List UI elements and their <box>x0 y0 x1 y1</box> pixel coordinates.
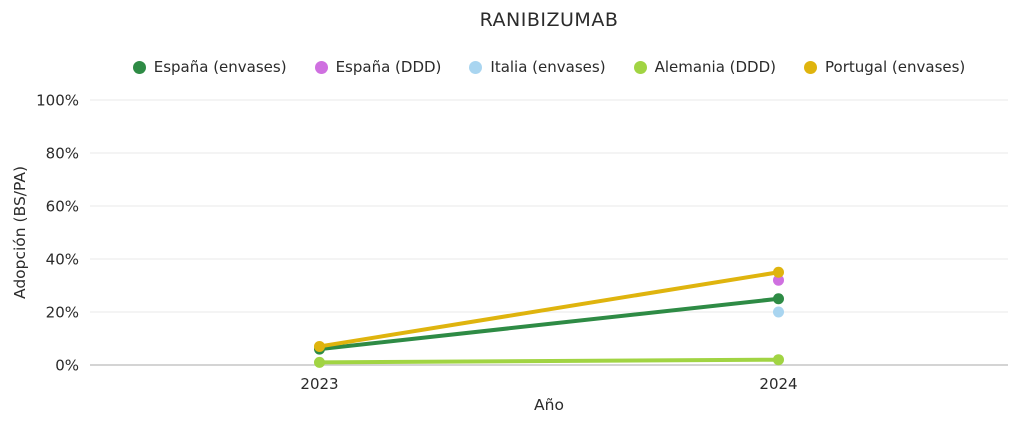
legend-item-italia-envases[interactable]: Italia (envases) <box>469 58 606 76</box>
series-portugal-envases <box>314 266 784 352</box>
data-point <box>773 293 784 305</box>
y-tick-label: 0% <box>55 357 79 375</box>
legend-item-portugal-envases[interactable]: Portugal (envases) <box>804 58 965 76</box>
legend-label: Portugal (envases) <box>825 58 966 76</box>
series-italia-envases <box>773 306 784 318</box>
y-axis-title: Adopción (BS/PA) <box>11 166 29 299</box>
y-tick-label: 80% <box>46 145 79 163</box>
y-axis-ticks: 0% 20% 40% 60% 80% 100% <box>36 92 79 375</box>
x-tick-label: 2024 <box>759 375 797 393</box>
legend-item-espana-envases[interactable]: España (envases) <box>132 58 287 76</box>
chart-title: RANIBIZUMAB <box>479 9 619 31</box>
x-axis-ticks: 2023 2024 <box>300 375 797 393</box>
data-point <box>773 354 784 366</box>
data-point <box>773 274 784 286</box>
legend-swatch-icon <box>633 60 647 74</box>
legend-swatch-icon <box>132 60 146 74</box>
x-tick-label: 2023 <box>300 375 338 393</box>
data-point <box>314 356 325 368</box>
legend-label: España (DDD) <box>335 58 442 76</box>
series-line <box>317 296 781 352</box>
legend-item-alemania-ddd[interactable]: Alemania (DDD) <box>633 58 777 76</box>
series-line <box>317 357 781 365</box>
data-point <box>314 340 325 352</box>
data-point <box>773 306 784 318</box>
series-alemania-ddd <box>314 354 784 368</box>
legend: España (envases) España (DDD) Italia (enva… <box>90 58 1008 76</box>
gridlines <box>90 99 1008 366</box>
series-line <box>317 270 781 349</box>
series-espana-envases <box>314 293 784 355</box>
y-tick-label: 40% <box>46 251 79 269</box>
legend-label: Italia (envases) <box>490 58 606 76</box>
x-axis-title: Año <box>534 396 564 414</box>
y-tick-label: 60% <box>46 198 79 216</box>
series-espana-ddd <box>773 274 784 286</box>
y-tick-label: 100% <box>36 92 79 110</box>
data-point <box>773 266 784 278</box>
legend-swatch-icon <box>469 60 483 74</box>
legend-label: Alemania (DDD) <box>654 58 777 76</box>
legend-swatch-icon <box>314 60 328 74</box>
legend-label: España (envases) <box>153 58 287 76</box>
legend-swatch-icon <box>804 60 818 74</box>
legend-item-espana-ddd[interactable]: España (DDD) <box>314 58 442 76</box>
y-tick-label: 20% <box>46 304 79 322</box>
